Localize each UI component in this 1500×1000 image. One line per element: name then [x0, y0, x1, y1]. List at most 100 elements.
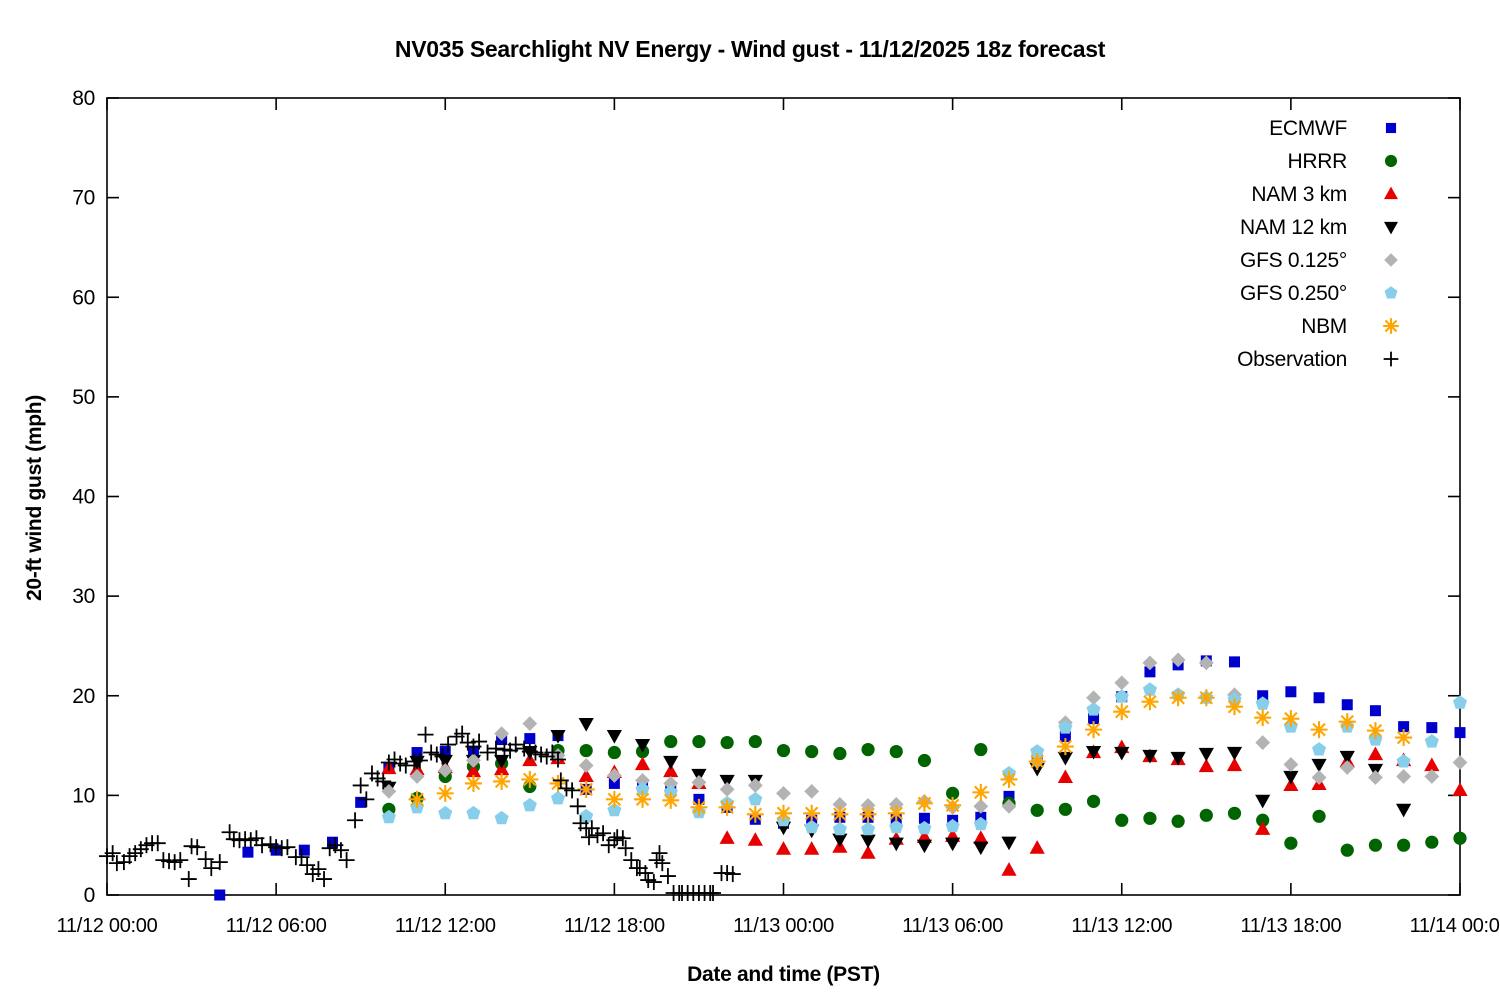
nam12-marker	[860, 834, 876, 849]
ecmwf-marker	[1003, 790, 1015, 802]
gfs250-marker	[579, 808, 594, 823]
hrrr-marker	[664, 734, 678, 749]
hrrr-marker	[1453, 831, 1467, 845]
nbm-marker	[1199, 690, 1214, 705]
nbm-marker	[720, 800, 734, 815]
hrrr-marker	[1340, 843, 1354, 857]
ecmwf-marker	[242, 846, 254, 858]
y-tick-label: 30	[72, 585, 95, 608]
gfs125-marker	[635, 773, 650, 788]
nam12-marker	[1283, 770, 1299, 785]
x-tick-label: 11/12 18:00	[564, 915, 665, 937]
gfs125-marker	[691, 775, 707, 790]
hrrr-marker	[1397, 838, 1411, 852]
hrrr-marker	[1115, 813, 1129, 827]
nbm-marker	[466, 776, 481, 791]
nam3-marker	[804, 841, 820, 855]
legend-label: NAM 12 km	[1240, 216, 1347, 239]
gfs250-marker	[381, 809, 396, 824]
gfs250-marker	[1312, 742, 1327, 756]
gfs125-marker	[1086, 690, 1101, 706]
ecmwf-marker	[918, 812, 930, 824]
y-tick-label: 70	[72, 187, 95, 210]
nam12-marker	[1001, 836, 1017, 851]
nam12-marker	[832, 833, 848, 848]
nam12-marker	[973, 841, 989, 856]
legend-label: GFS 0.250°	[1240, 282, 1347, 305]
nam12-marker	[1226, 746, 1243, 761]
gfs125-marker	[973, 798, 989, 814]
nam12-marker	[437, 754, 453, 769]
nam3-marker	[860, 845, 876, 859]
nam12-marker	[1085, 745, 1102, 760]
nam12-marker	[916, 839, 933, 854]
gfs250-marker	[804, 819, 819, 834]
x-axis-label: Date and time (PST)	[687, 963, 880, 986]
x-tick-label: 11/12 12:00	[395, 915, 496, 937]
nam3-marker	[1452, 782, 1468, 796]
hrrr-marker	[1171, 814, 1185, 828]
nam12-marker	[1170, 751, 1186, 766]
nbm-marker	[523, 772, 537, 787]
hrrr-marker	[1425, 835, 1439, 849]
nbm-marker	[663, 793, 678, 808]
gfs125-marker	[466, 753, 481, 768]
x-tick-label: 11/13 18:00	[1240, 915, 1341, 937]
nbm-marker	[1030, 754, 1044, 769]
nam12-marker	[606, 730, 622, 744]
nbm-marker	[861, 807, 875, 822]
nbm-marker	[1368, 723, 1383, 738]
nam12-marker	[888, 837, 904, 852]
gfs250-marker	[917, 820, 932, 835]
hrrr-marker	[1256, 813, 1270, 827]
nbm-marker	[551, 776, 565, 791]
ecmwf-marker	[1229, 656, 1240, 668]
ecmwf-marker	[1341, 699, 1353, 711]
gfs125-marker	[1283, 757, 1299, 772]
hrrr-marker	[974, 742, 988, 757]
nbm-marker	[410, 792, 424, 807]
nbm-marker	[945, 798, 960, 813]
ecmwf-marker	[1285, 686, 1297, 698]
ecmwf-marker	[1369, 705, 1381, 717]
nbm-marker	[1002, 772, 1016, 787]
nam3-marker	[1001, 862, 1017, 876]
ecmwf-marker	[411, 747, 423, 759]
y-tick-label: 40	[72, 486, 95, 509]
nam3-marker	[578, 768, 594, 783]
gfs250-marker	[889, 819, 904, 834]
nbm-marker	[1384, 319, 1398, 333]
nam3-marker	[973, 830, 989, 844]
legend-label: NBM	[1301, 315, 1347, 338]
nbm-marker	[438, 786, 453, 801]
hrrr-marker	[1284, 836, 1298, 850]
gfs250-marker	[1086, 702, 1101, 716]
legend-label: NAM 3 km	[1251, 183, 1347, 206]
hrrr-marker	[1143, 811, 1157, 825]
nam12-marker	[1114, 746, 1130, 761]
nam12-marker	[1057, 751, 1073, 766]
nam12-marker	[550, 730, 566, 744]
hrrr-marker	[1368, 838, 1383, 852]
gfs125-marker	[606, 768, 622, 783]
gfs250-marker	[663, 784, 678, 799]
gfs250-marker	[1255, 696, 1270, 710]
gfs125-marker	[747, 778, 763, 793]
ecmwf-marker	[355, 796, 367, 808]
hrrr-marker	[1086, 794, 1101, 808]
nbm-marker	[1312, 722, 1326, 737]
nbm-marker	[1227, 699, 1242, 714]
gfs125-marker	[719, 781, 735, 797]
gfs125-marker	[1424, 769, 1440, 784]
y-tick-label: 80	[72, 87, 95, 110]
nam3-marker	[1255, 821, 1271, 835]
nbm-marker	[692, 800, 706, 815]
nam3-marker	[1424, 757, 1440, 772]
y-tick-label: 10	[72, 784, 95, 807]
nam12-marker	[1142, 749, 1158, 764]
hrrr-marker	[1058, 802, 1072, 816]
hrrr-marker	[917, 753, 932, 768]
ecmwf-marker	[608, 777, 620, 789]
gfs125-marker	[1001, 798, 1017, 814]
nbm-marker	[1114, 704, 1129, 719]
